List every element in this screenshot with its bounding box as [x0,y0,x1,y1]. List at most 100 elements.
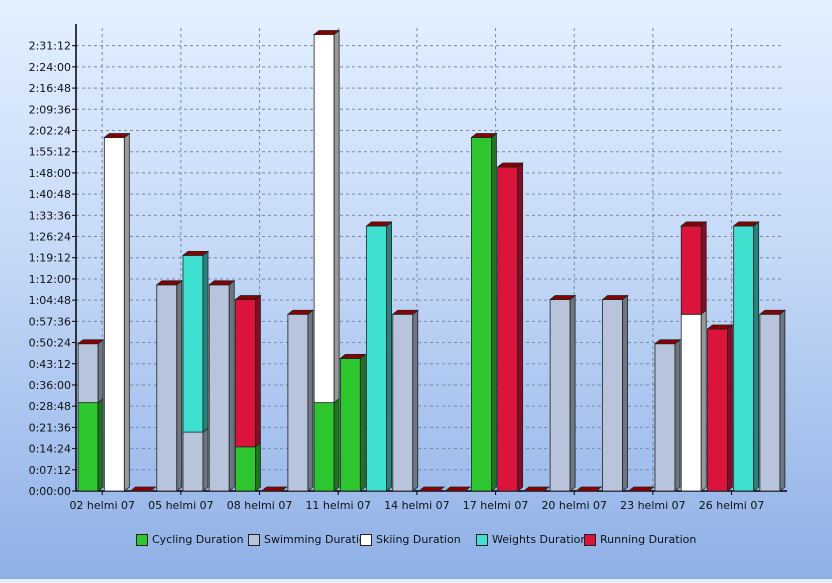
bar-segment [208,284,230,492]
bar-segment [339,358,361,492]
bar-segment-side [307,309,314,492]
legend-swatch [476,533,488,546]
bar-segment [471,137,492,492]
x-tick-label: 26 helmi 07 [699,499,765,512]
bar-segment-side [674,338,681,492]
bar-segment [654,343,676,492]
bar-20-helmi-07 [575,486,603,492]
y-tick-label: 2:16:48 [29,82,71,95]
bar-top-cap [732,221,760,227]
bar-segment-side [123,132,130,492]
bar-top-cap [391,309,419,315]
y-tick-label: 2:02:24 [29,124,71,137]
bar-top-cap [653,339,682,345]
bar-segment-side [622,294,628,492]
y-tick-label: 1:26:24 [29,231,71,244]
bar-segment-side [97,338,104,404]
bar-top-cap [444,486,472,492]
bar-segment [392,313,414,492]
legend-item: Swimming Duration [248,533,373,546]
y-tick-label: 1:48:00 [29,167,71,180]
bar-segment [77,343,99,404]
bar-segment-side [753,221,760,492]
y-tick-label: 0:50:24 [29,337,71,350]
bar-top-cap [76,339,105,345]
x-tick-label: 02 helmi 07 [69,499,135,512]
y-tick-label: 0:36:00 [29,379,71,392]
bar-top-cap [496,162,524,168]
bar-top-cap [601,295,629,300]
bar-top-cap [365,221,393,227]
bar-22-helmi-07 [627,486,655,492]
legend-label: Weights Duration [492,533,588,546]
y-tick-label: 0:07:12 [29,464,71,477]
legend-item: Weights Duration [476,533,587,546]
y-tick-label: 2:24:00 [29,61,71,74]
legend-label: Cycling Duration [152,533,244,546]
bar-segment-side [727,324,733,492]
y-tick-label: 0:21:36 [29,421,71,434]
bar-06-helmi-07 [208,279,236,492]
y-tick-label: 0:14:24 [29,443,71,456]
bar-segment-side [176,279,183,492]
y-tick-label: 1:12:00 [29,273,71,286]
x-tick-label: 11 helmi 07 [305,499,371,512]
legend-swatch [584,533,596,546]
bar-top-cap [312,30,341,35]
bar-09-helmi-07 [286,309,315,492]
bar-07-helmi-07 [234,294,262,492]
bar-top-cap [470,133,498,138]
legend-item: Cycling Duration [136,533,244,546]
bar-segment-side [569,294,576,492]
bar-top-cap [548,295,577,300]
bar-segment-side [202,250,209,433]
legend-swatch [360,533,372,546]
y-tick-label: 2:31:12 [29,40,71,53]
bar-top-cap [680,221,708,227]
y-tick-label: 0:28:48 [29,400,71,413]
x-tick-label: 23 helmi 07 [620,499,686,512]
bar-13-helmi-07 [391,309,419,492]
bar-top-cap [758,309,787,315]
bar-segment [549,299,571,492]
y-tick-label: 1:55:12 [29,146,71,159]
bar-top-cap [181,250,210,256]
bar-segment [680,313,702,492]
bar-segment [602,299,623,492]
bar-segment-side [700,221,707,316]
bar-top-cap [339,354,367,359]
bar-top-cap [129,486,157,492]
legend-swatch [136,533,148,546]
x-tick-label: 14 helmi 07 [384,499,450,512]
bar-04-helmi-07 [155,279,183,492]
legend-label: Swimming Duration [264,533,373,546]
bar-segment [287,313,309,492]
bar-segment-side [333,397,340,492]
legend-label: Running Duration [600,533,697,546]
bar-27-helmi-07 [758,309,787,492]
bar-segment-side [97,397,104,492]
bar-top-cap [260,486,288,492]
bar-08-helmi-07 [260,486,288,492]
bar-top-cap [575,486,603,492]
y-tick-label: 0:43:12 [29,358,71,371]
bar-segment [497,166,519,492]
bar-16-helmi-07 [470,132,498,492]
y-tick-label: 0:00:00 [29,485,71,498]
bar-top-cap [103,133,131,138]
bar-24-helmi-07 [680,221,708,492]
bar-segment-side [202,427,209,492]
bar-23-helmi-07 [653,338,682,492]
bar-15-helmi-07 [444,486,472,492]
bar-segment [156,284,178,492]
bar-segment [733,225,755,492]
bar-segment-side [412,309,419,492]
bar-segment-side [491,132,497,492]
bar-segment [235,299,256,448]
bar-segment [77,402,99,492]
y-tick-label: 1:04:48 [29,294,71,307]
bar-segment [235,446,256,492]
bar-segment-side [255,294,261,448]
x-tick-label: 08 helmi 07 [227,499,293,512]
